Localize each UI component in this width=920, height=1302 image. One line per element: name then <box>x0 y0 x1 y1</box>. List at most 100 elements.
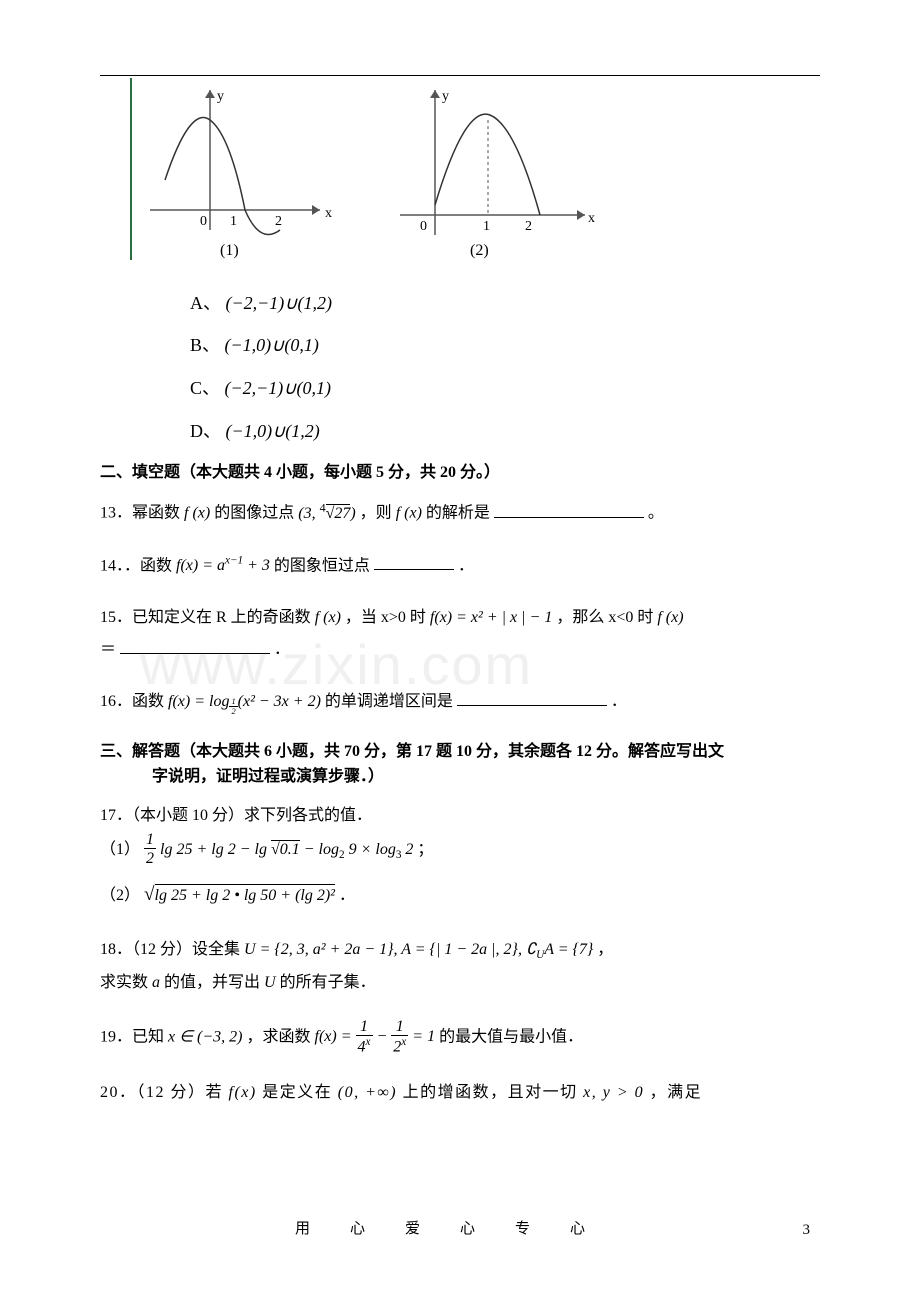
p17-1-math: 12 lg 25 + lg 2 − lg √0.1 − log2 9 × log… <box>144 841 417 858</box>
option-d-label: D、 <box>190 421 221 441</box>
p19-f: f(x) = 14x − 12x = 1 <box>315 1028 440 1045</box>
svg-text:y: y <box>442 89 449 104</box>
p20-fx: f(x) <box>229 1084 257 1101</box>
p17-header: 17．（本小题 10 分）求下列各式的值． <box>100 800 820 832</box>
p17-1-label: （1） <box>100 841 140 858</box>
svg-text:x: x <box>588 211 595 226</box>
p15-fx: f (x) <box>315 609 341 626</box>
p15-blank <box>120 638 270 654</box>
p18-end: ， <box>597 941 613 958</box>
p16-blank <box>457 690 607 706</box>
option-a-math: (−2,−1)∪(1,2) <box>226 293 332 313</box>
p13-blank <box>494 502 644 518</box>
p14-pre: 14．．函数 <box>100 557 176 574</box>
svg-text:(1): (1) <box>220 242 239 259</box>
p15-fx2: f (x) <box>657 609 683 626</box>
p15-rhs: f(x) = x² + | x | − 1 <box>430 609 552 626</box>
p18-pre: 18．（12 分）设全集 <box>100 941 244 958</box>
p13-post: ，则 <box>360 505 396 522</box>
p14-f: f(x) = ax−1 + 3 <box>176 557 270 574</box>
p16-post: 的单调递增区间是 <box>325 693 453 710</box>
p18-u-var: U <box>264 974 276 991</box>
option-b-label: B、 <box>190 335 220 355</box>
p19-pre: 19．已知 <box>100 1028 168 1045</box>
page-content: 0 1 2 x y (1) 0 1 2 x y (2) <box>100 75 820 1109</box>
problem-17: 17．（本小题 10 分）求下列各式的值． （1） 12 lg 25 + lg … <box>100 800 820 915</box>
p18-a: a <box>152 974 160 991</box>
p20-end: ，满足 <box>650 1084 703 1101</box>
svg-text:0: 0 <box>200 214 207 229</box>
p17-2-label: （2） <box>100 887 140 904</box>
option-c-math: (−2,−1)∪(0,1) <box>225 378 331 398</box>
problem-13: 13．幂函数 f (x) 的图像过点 (3, 4√27) ，则 f (x) 的解… <box>100 495 820 529</box>
problem-16: 16．函数 f(x) = log12(x² − 3x + 2) 的单调递增区间是… <box>100 686 820 719</box>
option-d: D、 (−1,0)∪(1,2) <box>190 417 820 446</box>
option-b: B、 (−1,0)∪(0,1) <box>190 331 820 360</box>
option-d-math: (−1,0)∪(1,2) <box>226 421 320 441</box>
p17-part2: （2） √lg 25 + lg 2 • lg 50 + (lg 2)² ． <box>100 876 820 914</box>
p19-end: 的最大值与最小值． <box>439 1028 583 1045</box>
p20-mid2: 上的增函数，且对一切 <box>403 1084 584 1101</box>
p15-mid: ，当 x>0 时 <box>345 609 430 626</box>
svg-text:1: 1 <box>230 214 237 229</box>
p19-mid: ，求函数 <box>247 1028 315 1045</box>
p14-post: 的图象恒过点 <box>274 557 370 574</box>
p13-end: 的解析是 <box>426 505 490 522</box>
graph-row: 0 1 2 x y (1) 0 1 2 x y (2) <box>130 75 820 269</box>
svg-text:1: 1 <box>483 219 490 234</box>
p13-fx: f (x) <box>184 505 210 522</box>
footer-text: 用心爱心专心 <box>295 1217 625 1241</box>
p18-math: U = {2, 3, a² + 2a − 1}, A = {| 1 − 2a |… <box>244 941 593 958</box>
svg-text:2: 2 <box>525 219 532 234</box>
p20-mid: 是定义在 <box>262 1084 338 1101</box>
option-c-label: C、 <box>190 378 220 398</box>
section-2-header: 二、填空题（本大题共 4 小题，每小题 5 分，共 20 分。） <box>100 460 820 486</box>
p13-point: (3, 4√27) <box>298 505 355 522</box>
svg-text:0: 0 <box>420 219 427 234</box>
problem-14: 14．．函数 f(x) = ax−1 + 3 的图象恒过点 ． <box>100 550 820 582</box>
p15-pre: 15．已知定义在 R 上的奇函数 <box>100 609 315 626</box>
p14-period: ． <box>458 557 474 574</box>
problem-15: 15．已知定义在 R 上的奇函数 f (x) ，当 x>0 时 f(x) = x… <box>100 602 820 666</box>
p17-1-end: ； <box>417 841 433 858</box>
section-3-header: 三、解答题（本大题共 6 小题，共 70 分，第 17 题 10 分，其余题各 … <box>100 739 820 790</box>
svg-text:2: 2 <box>275 214 282 229</box>
p18-line2c: 的所有子集． <box>280 974 376 991</box>
graph-2-svg: 0 1 2 x y (2) <box>370 75 600 260</box>
p13-fx2: f (x) <box>396 505 422 522</box>
p16-period: ． <box>611 693 627 710</box>
option-a: A、 (−2,−1)∪(1,2) <box>190 289 820 318</box>
p16-f: f(x) = log12(x² − 3x + 2) <box>168 693 321 710</box>
p19-x: x ∈ (−3, 2) <box>168 1028 243 1045</box>
p18-line2b: 的值，并写出 <box>164 974 264 991</box>
p13-mid: 的图像过点 <box>214 505 298 522</box>
option-a-label: A、 <box>190 293 221 313</box>
p14-blank <box>374 554 454 570</box>
graph-1: 0 1 2 x y (1) <box>130 75 340 269</box>
problem-19: 19．已知 x ∈ (−3, 2) ，求函数 f(x) = 14x − 12x … <box>100 1019 820 1057</box>
graph-1-svg: 0 1 2 x y (1) <box>130 75 340 260</box>
p15-eq: ＝ <box>100 641 116 658</box>
svg-text:(2): (2) <box>470 242 489 259</box>
option-c: C、 (−2,−1)∪(0,1) <box>190 374 820 403</box>
p20-pre: 20．（12 分）若 <box>100 1084 229 1101</box>
p17-2-end: ． <box>339 887 355 904</box>
p18-line2: 求实数 <box>100 974 152 991</box>
p17-part1: （1） 12 lg 25 + lg 2 − lg √0.1 − log2 9 ×… <box>100 832 820 868</box>
option-b-math: (−1,0)∪(0,1) <box>225 335 319 355</box>
p20-dom: (0, +∞) <box>338 1084 397 1101</box>
svg-text:x: x <box>325 206 332 221</box>
svg-text:y: y <box>217 89 224 104</box>
graph-2: 0 1 2 x y (2) <box>370 75 600 269</box>
footer: 用心爱心专心 <box>0 1216 920 1242</box>
p20-xy: x, y > 0 <box>583 1084 644 1101</box>
p15-period: ． <box>274 641 290 658</box>
problem-20: 20．（12 分）若 f(x) 是定义在 (0, +∞) 上的增函数，且对一切 … <box>100 1077 820 1109</box>
p13-period: 。 <box>648 505 664 522</box>
problem-18: 18．（12 分）设全集 U = {2, 3, a² + 2a − 1}, A … <box>100 934 820 999</box>
p16-pre: 16．函数 <box>100 693 168 710</box>
page-number: 3 <box>803 1218 811 1242</box>
p13-pre: 13．幂函数 <box>100 505 184 522</box>
p15-post: ，那么 x<0 时 <box>556 609 657 626</box>
p17-2-math: √lg 25 + lg 2 • lg 50 + (lg 2)² <box>144 887 339 904</box>
